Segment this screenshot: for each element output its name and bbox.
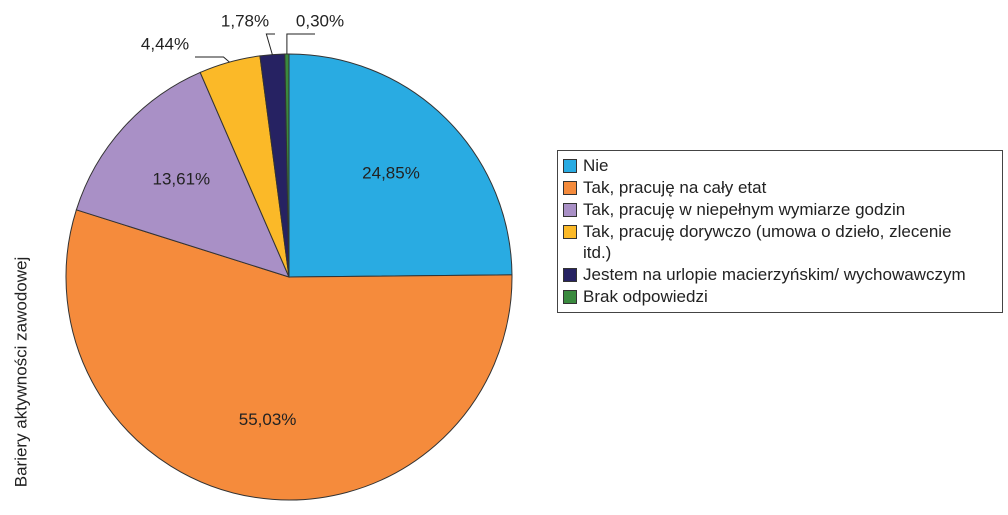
legend-label: Nie bbox=[583, 156, 609, 175]
data-label: 24,85% bbox=[362, 163, 420, 182]
data-label: 1,78% bbox=[221, 11, 269, 30]
legend-swatch bbox=[563, 159, 577, 173]
legend-swatch bbox=[563, 290, 577, 304]
legend-item: Tak, pracuję na cały etat bbox=[563, 177, 998, 198]
legend: Nie Tak, pracuję na cały etat Tak, pracuję… bbox=[557, 150, 1003, 313]
pie-slice bbox=[288, 53, 513, 278]
legend-label: Tak, pracuję na cały etat bbox=[583, 178, 767, 197]
axis-label: Bariery aktywności zawodowej bbox=[11, 257, 30, 488]
legend-swatch bbox=[563, 268, 577, 282]
leader-line bbox=[195, 56, 230, 63]
legend-item: Jestem na urlopie macierzyńskim/ wychowa… bbox=[563, 264, 998, 285]
legend-label: Brak odpowiedzi bbox=[583, 287, 708, 306]
legend-swatch bbox=[563, 225, 577, 239]
pie-slice bbox=[65, 209, 513, 501]
legend-item: Tak, pracuję w niepełnym wymiarze godzin bbox=[563, 199, 998, 220]
legend-item: Tak, pracuję dorywczo (umowa o dzieło, z… bbox=[563, 221, 998, 263]
legend-label: Jestem na urlopie macierzyńskim/ wychowa… bbox=[583, 265, 966, 284]
data-label: 4,44% bbox=[141, 34, 189, 53]
leader-line bbox=[265, 33, 275, 55]
legend-label: Tak, pracuję w niepełnym wymiarze godzin bbox=[583, 200, 906, 219]
data-label: 55,03% bbox=[239, 410, 297, 429]
legend-swatch bbox=[563, 181, 577, 195]
data-label: 13,61% bbox=[153, 169, 211, 188]
legend-label: Tak, pracuję dorywczo (umowa o dzieło, z… bbox=[583, 222, 952, 262]
data-label: 0,30% bbox=[296, 11, 344, 30]
pie-slice bbox=[75, 71, 290, 278]
legend-item: Brak odpowiedzi bbox=[563, 286, 998, 307]
legend-swatch bbox=[563, 203, 577, 217]
legend-item: Nie bbox=[563, 155, 998, 176]
leader-line bbox=[286, 33, 315, 55]
